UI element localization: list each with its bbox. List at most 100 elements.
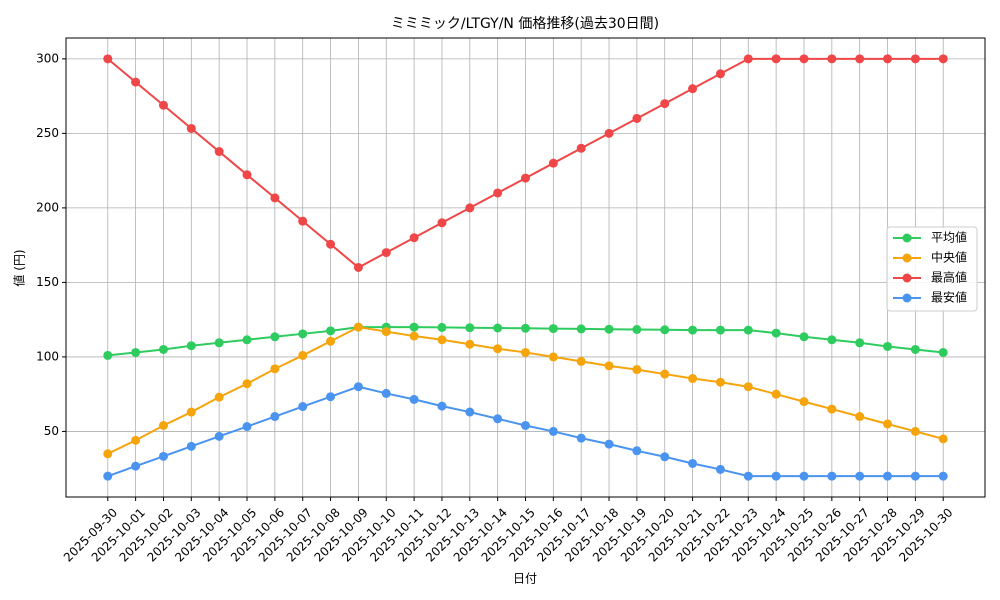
data-point [521, 173, 530, 183]
data-point [409, 394, 419, 404]
data-point [715, 464, 725, 474]
data-point [771, 471, 781, 481]
data-point [938, 54, 948, 64]
legend-marker [902, 253, 912, 263]
data-point [103, 449, 113, 459]
data-point [771, 389, 781, 399]
legend-label: 中央値 [931, 250, 967, 265]
data-point [660, 452, 670, 462]
data-point [186, 407, 196, 417]
y-tick-label: 200 [36, 200, 59, 214]
data-point [855, 338, 865, 348]
data-point [743, 382, 753, 392]
data-point [381, 248, 391, 258]
data-point [576, 324, 586, 334]
data-point [938, 471, 948, 481]
data-point [660, 99, 670, 109]
y-tick-label: 100 [36, 349, 59, 363]
data-point [214, 147, 224, 157]
data-point [437, 335, 447, 345]
data-point [270, 412, 280, 422]
data-point [771, 328, 781, 338]
data-point [548, 158, 558, 168]
data-point [158, 344, 168, 354]
data-point [910, 54, 920, 64]
y-axis-label: 値 (円) [12, 249, 27, 286]
data-point [604, 128, 614, 138]
data-point [242, 335, 252, 345]
data-point [131, 77, 141, 87]
data-point [604, 324, 614, 334]
data-point [632, 324, 642, 334]
data-point [632, 365, 642, 375]
plot-frame [65, 37, 986, 498]
data-point [131, 435, 141, 445]
legend-box [886, 226, 978, 312]
data-point [465, 203, 475, 213]
data-point [214, 431, 224, 441]
data-point [548, 324, 558, 334]
data-point [660, 369, 670, 379]
legend-label: 最安値 [931, 290, 967, 305]
data-point [883, 471, 893, 481]
data-point [799, 471, 809, 481]
data-point [576, 433, 586, 443]
data-point [688, 325, 698, 335]
legend-label: 平均値 [931, 230, 967, 245]
data-point [938, 434, 948, 444]
data-point [883, 419, 893, 429]
data-point [771, 54, 781, 64]
data-point [103, 350, 113, 360]
y-tick-label: 250 [36, 126, 59, 140]
data-point [270, 193, 280, 203]
data-point [131, 461, 141, 471]
data-point [326, 326, 336, 336]
data-point [576, 356, 586, 366]
data-point [298, 329, 308, 339]
data-point [103, 471, 113, 481]
data-point [799, 397, 809, 407]
data-point [242, 422, 252, 432]
data-point [158, 100, 168, 110]
data-point [186, 123, 196, 133]
data-point [799, 332, 809, 342]
data-point [381, 388, 391, 398]
data-point [743, 471, 753, 481]
data-point [353, 382, 363, 392]
data-point [604, 439, 614, 449]
data-point [409, 233, 419, 243]
data-point [326, 239, 336, 249]
x-axis-label: 日付 [513, 572, 537, 586]
data-point [186, 441, 196, 451]
data-point [242, 379, 252, 389]
data-point [715, 325, 725, 335]
data-point [270, 332, 280, 342]
data-point [660, 325, 670, 335]
data-point [827, 335, 837, 345]
data-point [688, 374, 698, 384]
data-point [548, 426, 558, 436]
data-point [938, 347, 948, 357]
data-point [353, 322, 363, 332]
data-point [715, 69, 725, 79]
legend-marker [902, 233, 912, 243]
data-point [326, 336, 336, 346]
y-tick-label: 150 [36, 275, 59, 289]
data-point [688, 84, 698, 94]
data-point [632, 113, 642, 123]
data-point [855, 54, 865, 64]
data-point [465, 323, 475, 333]
data-point [883, 341, 893, 351]
data-point [827, 471, 837, 481]
data-point [493, 188, 503, 198]
chart-title: ミミミック/LTGY/N 価格推移(過去30日間) [391, 16, 659, 32]
data-point [353, 263, 363, 272]
data-point [437, 322, 447, 332]
data-point [910, 471, 920, 481]
data-point [548, 352, 558, 362]
data-point [493, 323, 503, 333]
data-point [493, 344, 503, 354]
data-point [158, 420, 168, 430]
data-point [743, 325, 753, 335]
data-point [715, 377, 725, 387]
